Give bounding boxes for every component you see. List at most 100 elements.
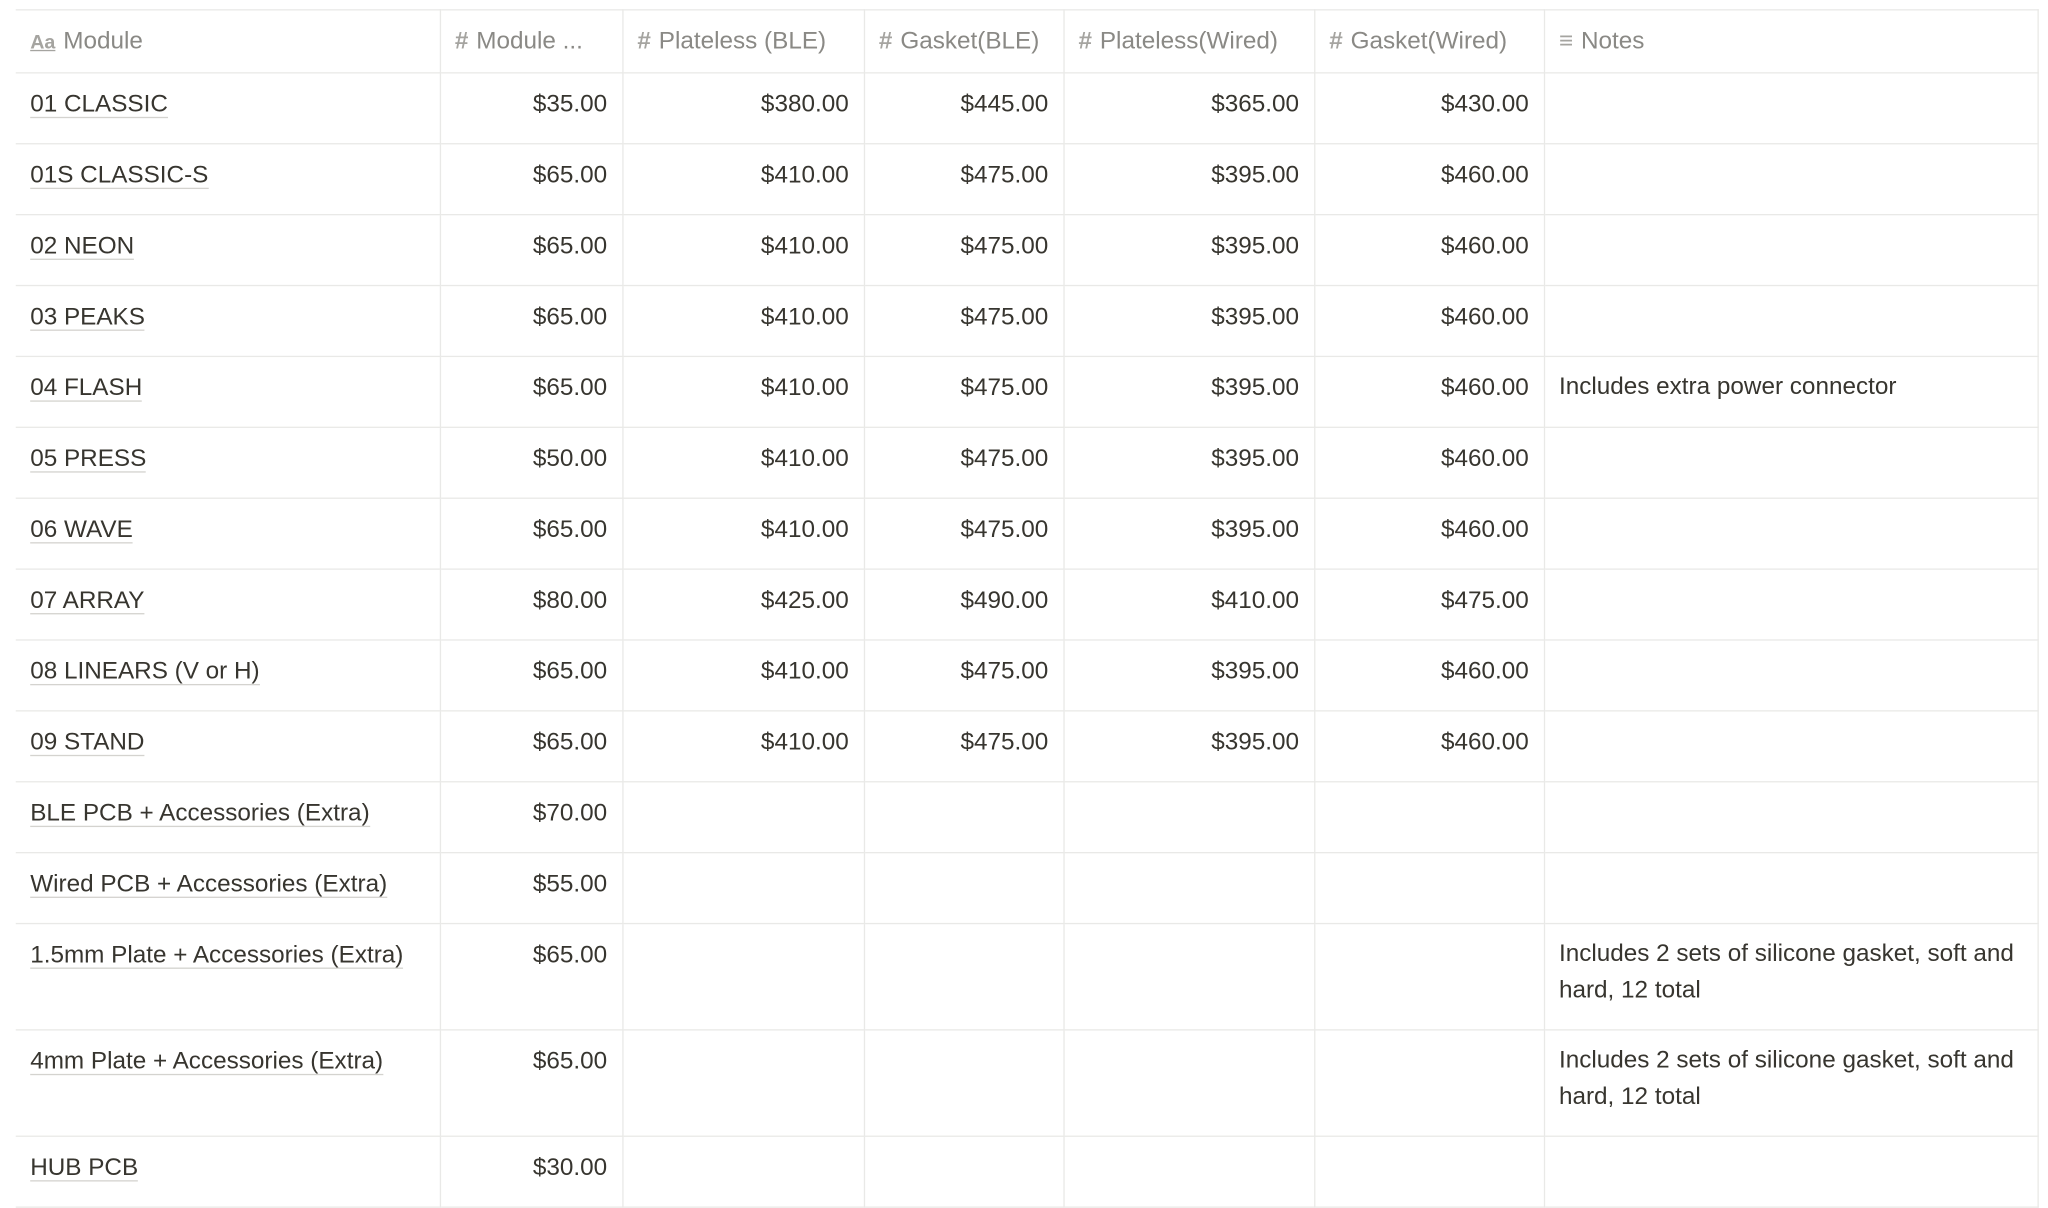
price-cell[interactable]: $30.00 xyxy=(439,1135,623,1208)
module-name-cell[interactable]: 06 WAVE xyxy=(15,497,441,570)
module-name-cell[interactable]: 07 ARRAY xyxy=(15,568,441,641)
module-name-cell[interactable]: HUB PCB xyxy=(15,1135,441,1208)
price-cell[interactable] xyxy=(863,852,1065,925)
notes-cell[interactable] xyxy=(1543,213,2039,287)
page-link[interactable]: 09 STAND xyxy=(30,727,145,757)
price-cell[interactable]: $395.00 xyxy=(1062,710,1315,783)
price-cell[interactable]: $70.00 xyxy=(439,781,623,854)
column-header-module[interactable]: Aa Module xyxy=(15,9,441,74)
price-cell[interactable]: $395.00 xyxy=(1062,355,1315,428)
notes-cell[interactable] xyxy=(1543,568,2039,641)
notes-cell[interactable] xyxy=(1543,1135,2039,1208)
price-cell[interactable] xyxy=(863,781,1065,854)
price-cell[interactable]: $65.00 xyxy=(439,143,623,216)
notes-cell[interactable] xyxy=(1543,426,2039,499)
price-cell[interactable]: $395.00 xyxy=(1062,426,1315,499)
notes-cell[interactable]: Includes extra power connector xyxy=(1543,355,2039,428)
page-link[interactable]: 08 LINEARS (V or H) xyxy=(30,656,260,686)
notes-cell[interactable] xyxy=(1543,781,2039,854)
price-cell[interactable]: $55.00 xyxy=(439,852,623,925)
price-cell[interactable]: $410.00 xyxy=(621,284,865,358)
price-cell[interactable]: $395.00 xyxy=(1062,639,1315,712)
module-name-cell[interactable]: 05 PRESS xyxy=(15,426,441,499)
price-cell[interactable]: $430.00 xyxy=(1313,72,1545,145)
price-cell[interactable] xyxy=(621,781,865,854)
column-header-gasket-ble[interactable]: # Gasket(BLE) xyxy=(863,9,1065,74)
price-cell[interactable] xyxy=(863,1029,1065,1137)
price-cell[interactable]: $65.00 xyxy=(439,710,623,783)
price-cell[interactable] xyxy=(621,852,865,925)
price-cell[interactable]: $475.00 xyxy=(863,426,1065,499)
price-cell[interactable]: $460.00 xyxy=(1313,355,1545,428)
page-link[interactable]: 4mm Plate + Accessories (Extra) xyxy=(30,1046,384,1076)
page-link[interactable]: HUB PCB xyxy=(30,1152,139,1182)
price-cell[interactable] xyxy=(863,922,1065,1031)
notes-cell[interactable] xyxy=(1543,143,2039,216)
price-cell[interactable] xyxy=(1062,781,1315,854)
price-cell[interactable] xyxy=(1313,1029,1545,1137)
price-cell[interactable]: $460.00 xyxy=(1313,426,1545,499)
module-name-cell[interactable]: 08 LINEARS (V or H) xyxy=(15,639,441,712)
price-cell[interactable]: $475.00 xyxy=(863,213,1065,287)
price-cell[interactable]: $460.00 xyxy=(1313,213,1545,287)
price-cell[interactable]: $65.00 xyxy=(439,922,623,1031)
notes-cell[interactable] xyxy=(1543,497,2039,570)
price-cell[interactable]: $395.00 xyxy=(1062,284,1315,358)
price-cell[interactable]: $380.00 xyxy=(621,72,865,145)
price-cell[interactable]: $410.00 xyxy=(621,710,865,783)
page-link[interactable]: 06 WAVE xyxy=(30,514,133,544)
module-name-cell[interactable]: 1.5mm Plate + Accessories (Extra) xyxy=(15,922,441,1031)
price-cell[interactable]: $65.00 xyxy=(439,355,623,428)
column-header-module[interactable]: # Module ... xyxy=(439,9,623,74)
page-link[interactable]: 01 CLASSIC xyxy=(30,89,168,119)
page-link[interactable]: 05 PRESS xyxy=(30,443,147,473)
price-cell[interactable]: $65.00 xyxy=(439,284,623,358)
price-cell[interactable]: $460.00 xyxy=(1313,143,1545,216)
module-name-cell[interactable]: Wired PCB + Accessories (Extra) xyxy=(15,852,441,925)
page-link[interactable]: 02 NEON xyxy=(30,231,135,260)
price-cell[interactable]: $475.00 xyxy=(1313,568,1545,641)
price-cell[interactable] xyxy=(621,1029,865,1137)
price-cell[interactable]: $410.00 xyxy=(621,639,865,712)
page-link[interactable]: 01S CLASSIC-S xyxy=(30,160,209,190)
price-cell[interactable]: $460.00 xyxy=(1313,710,1545,783)
column-header-plateless-ble[interactable]: # Plateless (BLE) xyxy=(621,9,865,74)
notes-cell[interactable]: Includes 2 sets of silicone gasket, soft… xyxy=(1543,922,2039,1031)
page-link[interactable]: BLE PCB + Accessories (Extra) xyxy=(30,798,370,828)
module-name-cell[interactable]: 01 CLASSIC xyxy=(15,72,441,145)
notes-cell[interactable] xyxy=(1543,72,2039,145)
column-header-notes[interactable]: ≡ Notes xyxy=(1543,9,2039,74)
module-name-cell[interactable]: 04 FLASH xyxy=(15,355,441,428)
price-cell[interactable]: $475.00 xyxy=(863,284,1065,358)
price-cell[interactable]: $460.00 xyxy=(1313,284,1545,358)
notes-cell[interactable] xyxy=(1543,710,2039,783)
price-cell[interactable]: $460.00 xyxy=(1313,497,1545,570)
price-cell[interactable]: $475.00 xyxy=(863,143,1065,216)
price-cell[interactable]: $410.00 xyxy=(621,497,865,570)
price-cell[interactable]: $425.00 xyxy=(621,568,865,641)
price-cell[interactable]: $65.00 xyxy=(439,1029,623,1137)
price-cell[interactable]: $65.00 xyxy=(439,213,623,287)
module-name-cell[interactable]: 03 PEAKS xyxy=(15,284,441,358)
notes-cell[interactable]: Includes 2 sets of silicone gasket, soft… xyxy=(1543,1029,2039,1137)
page-link[interactable]: 04 FLASH xyxy=(30,372,143,402)
page-link[interactable]: Wired PCB + Accessories (Extra) xyxy=(30,869,388,898)
price-cell[interactable] xyxy=(1313,781,1545,854)
module-name-cell[interactable]: 09 STAND xyxy=(15,710,441,783)
price-cell[interactable] xyxy=(1313,852,1545,925)
page-link[interactable]: 03 PEAKS xyxy=(30,301,145,331)
price-cell[interactable]: $460.00 xyxy=(1313,639,1545,712)
column-header-plateless-wired[interactable]: # Plateless(Wired) xyxy=(1062,9,1315,74)
column-header-gasket-wired[interactable]: # Gasket(Wired) xyxy=(1313,9,1545,74)
notes-cell[interactable] xyxy=(1543,284,2039,358)
price-cell[interactable] xyxy=(863,1135,1065,1208)
price-cell[interactable]: $395.00 xyxy=(1062,143,1315,216)
price-cell[interactable]: $65.00 xyxy=(439,497,623,570)
price-cell[interactable] xyxy=(1062,922,1315,1031)
notes-cell[interactable] xyxy=(1543,639,2039,712)
price-cell[interactable]: $490.00 xyxy=(863,568,1065,641)
price-cell[interactable]: $80.00 xyxy=(439,568,623,641)
price-cell[interactable]: $410.00 xyxy=(621,213,865,287)
price-cell[interactable]: $410.00 xyxy=(621,143,865,216)
price-cell[interactable] xyxy=(621,1135,865,1208)
